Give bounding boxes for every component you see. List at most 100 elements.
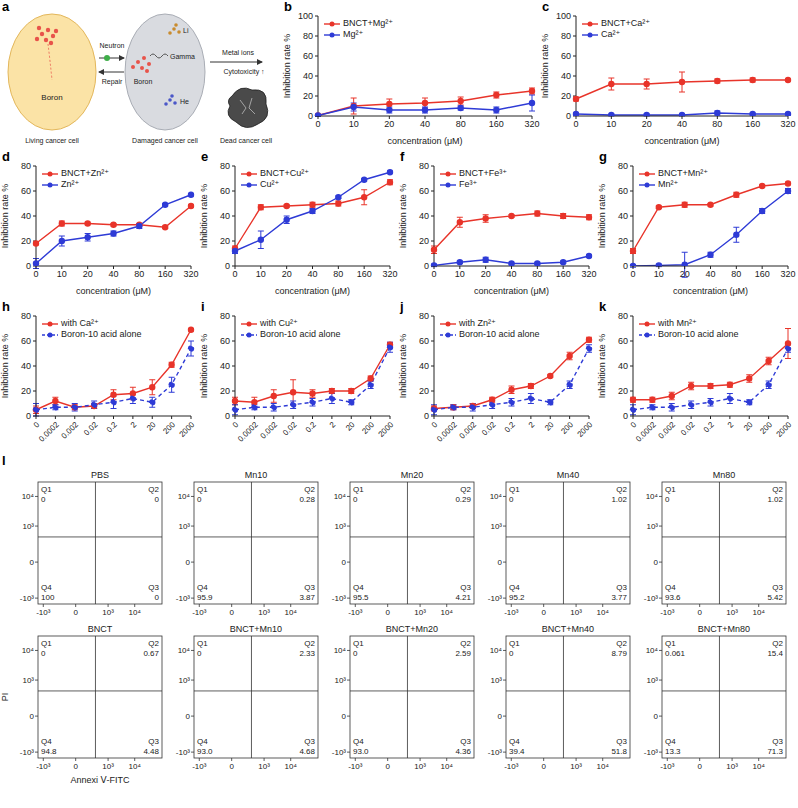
svg-text:0: 0 [155,593,160,602]
svg-text:Q2: Q2 [148,639,159,648]
svg-text:0: 0 [385,762,390,771]
svg-text:10: 10 [256,269,266,279]
svg-text:Mn10: Mn10 [245,470,268,480]
svg-text:Inhibition rate %: Inhibition rate % [199,184,209,249]
svg-text:20: 20 [145,420,158,433]
svg-text:Q2: Q2 [772,639,783,648]
svg-text:60: 60 [618,336,628,346]
svg-text:Q4: Q4 [353,737,364,746]
svg-text:0.2: 0.2 [304,420,319,435]
svg-text:Q4: Q4 [41,583,52,592]
svg-text:0: 0 [26,411,31,421]
svg-text:20: 20 [742,420,755,433]
svg-text:40: 40 [108,269,118,279]
svg-text:Damaged cancer cell: Damaged cancer cell [132,137,198,145]
svg-text:1.02: 1.02 [611,495,627,504]
svg-text:Q2: Q2 [304,485,315,494]
svg-text:10³: 10³ [726,608,738,617]
svg-text:3.77: 3.77 [611,593,627,602]
svg-text:PBS: PBS [91,470,109,480]
svg-text:0: 0 [32,420,42,430]
svg-text:Q2: Q2 [616,639,627,648]
svg-text:2: 2 [129,420,139,430]
svg-text:10⁴: 10⁴ [178,492,191,501]
svg-text:0.0002: 0.0002 [435,420,459,444]
svg-text:Metal ions: Metal ions [222,49,254,56]
svg-text:0: 0 [73,762,78,771]
svg-text:40: 40 [303,71,313,81]
svg-text:10³: 10³ [334,676,346,685]
svg-text:60: 60 [561,51,571,61]
svg-text:Inhibition rate %: Inhibition rate % [597,184,607,249]
svg-text:20: 20 [419,236,429,246]
svg-text:0: 0 [41,495,46,504]
svg-text:concentration (μM): concentration (μM) [387,136,462,146]
svg-text:80: 80 [220,161,230,171]
svg-text:0: 0 [654,712,659,721]
svg-text:4.21: 4.21 [455,593,471,602]
svg-text:2.33: 2.33 [299,649,315,658]
svg-text:10⁴: 10⁴ [285,608,298,617]
svg-text:0: 0 [665,495,670,504]
svg-text:-10³: -10³ [192,762,207,771]
svg-text:Boron: Boron [41,93,62,102]
svg-text:20: 20 [642,119,652,129]
svg-text:40: 40 [705,269,715,279]
svg-text:4.68: 4.68 [299,747,315,756]
svg-text:10⁴: 10⁴ [646,646,659,655]
svg-text:80: 80 [220,311,230,321]
svg-text:10⁴: 10⁴ [285,762,298,771]
svg-text:-10³: -10³ [36,762,51,771]
svg-text:39.4: 39.4 [509,747,525,756]
svg-text:20: 20 [220,236,230,246]
svg-text:Inhibition rate %: Inhibition rate % [0,184,10,249]
svg-text:Dead cancer cell: Dead cancer cell [220,137,273,144]
svg-text:51.8: 51.8 [611,747,627,756]
svg-text:5.42: 5.42 [767,593,783,602]
svg-text:-10³: -10³ [192,608,207,617]
svg-text:320: 320 [524,119,539,129]
svg-text:10³: 10³ [178,522,190,531]
svg-text:71.3: 71.3 [767,747,783,756]
svg-text:Q4: Q4 [665,583,676,592]
svg-text:80: 80 [21,311,31,321]
svg-text:200: 200 [758,420,774,436]
svg-text:-10³: -10³ [176,594,191,603]
svg-text:10⁴: 10⁴ [441,608,454,617]
svg-text:60: 60 [220,186,230,196]
svg-text:320: 320 [780,119,795,129]
svg-text:2.59: 2.59 [455,649,471,658]
svg-text:Q3: Q3 [772,583,783,592]
svg-text:-10³: -10³ [20,748,35,757]
svg-text:-10³: -10³ [36,608,51,617]
svg-text:Annexi Ⅴ-FITC: Annexi Ⅴ-FITC [70,775,130,785]
svg-text:80: 80 [303,31,313,41]
svg-text:0: 0 [623,411,628,421]
svg-text:20: 20 [561,91,571,101]
svg-text:0: 0 [186,558,191,567]
svg-text:0: 0 [573,119,578,129]
svg-text:80: 80 [134,269,144,279]
svg-text:10: 10 [606,119,616,129]
svg-text:10: 10 [57,269,67,279]
svg-text:4.36: 4.36 [455,747,471,756]
svg-text:-10³: -10³ [488,748,503,757]
svg-text:concentration (μM): concentration (μM) [474,286,549,296]
svg-text:40: 40 [307,269,317,279]
svg-text:-10³: -10³ [332,748,347,757]
svg-text:0: 0 [630,269,635,279]
svg-text:0.002: 0.002 [657,420,678,441]
svg-text:2: 2 [527,420,537,430]
svg-text:10⁴: 10⁴ [597,762,610,771]
svg-text:40: 40 [220,211,230,221]
svg-text:Q3: Q3 [304,583,315,592]
svg-text:40: 40 [420,119,430,129]
svg-text:80: 80 [419,161,429,171]
svg-text:20: 20 [481,269,491,279]
svg-text:Q1: Q1 [197,485,208,494]
svg-text:0: 0 [431,269,436,279]
svg-text:0: 0 [231,420,241,430]
svg-text:Neutron: Neutron [100,42,125,49]
svg-text:Q1: Q1 [353,485,364,494]
svg-text:Inhibition rate %: Inhibition rate % [398,334,408,399]
